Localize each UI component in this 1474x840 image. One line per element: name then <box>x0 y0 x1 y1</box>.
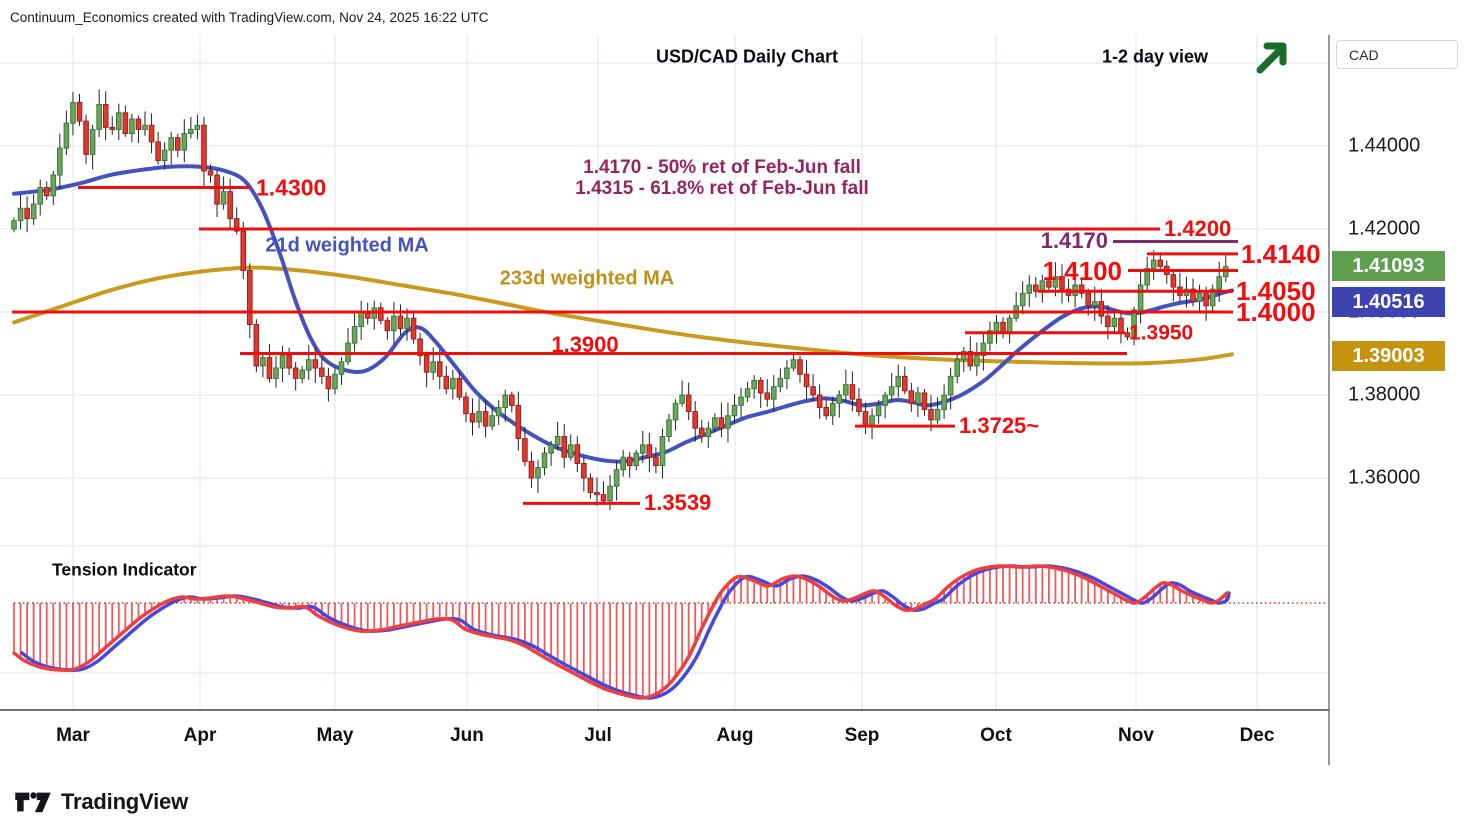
month-label-Sep: Sep <box>844 725 880 746</box>
price-tick-1.44000: 1.44000 <box>1348 134 1421 157</box>
level-label-1.3725~: 1.3725~ <box>959 413 1040 439</box>
month-label-Jun: Jun <box>450 725 484 746</box>
price-badge-ma233: 1.39003 <box>1332 341 1445 371</box>
chart-title: USD/CAD Daily Chart <box>655 46 839 67</box>
symbol-currency-box[interactable]: CAD <box>1336 40 1458 69</box>
price-badge-last: 1.41093 <box>1332 251 1445 281</box>
month-label-Aug: Aug <box>716 725 754 746</box>
level-label-1.4100: 1.4100 <box>1042 255 1122 286</box>
month-label-Nov: Nov <box>1118 725 1154 746</box>
level-label-1.4000: 1.4000 <box>1236 297 1316 327</box>
up-trend-arrow-icon <box>1252 38 1292 83</box>
currency-label: CAD <box>1349 46 1379 63</box>
month-label-Dec: Dec <box>1239 725 1275 746</box>
level-label-1.4050: 1.4050 <box>1236 276 1316 307</box>
level-label-1.4200: 1.4200 <box>1164 216 1232 241</box>
price-badge-ma21: 1.40516 <box>1332 287 1445 317</box>
ma233-label: 233d weighted MA <box>499 267 675 290</box>
price-tick-1.36000: 1.36000 <box>1348 466 1421 489</box>
month-label-Apr: Apr <box>183 725 217 746</box>
tension-indicator-title: Tension Indicator <box>52 559 197 580</box>
tradingview-logo-icon <box>15 792 51 813</box>
view-horizon-label: 1-2 day view <box>1101 46 1209 67</box>
month-label-Oct: Oct <box>980 725 1012 746</box>
credit-line: Continuum_Economics created with Trading… <box>10 10 489 25</box>
level-label-1.3900: 1.3900 <box>551 331 619 357</box>
fib-retracement-note-618: 1.4315 - 61.8% ret of Feb-Jun fall <box>575 178 869 199</box>
level-label-1.3539: 1.3539 <box>644 490 712 516</box>
level-label-1.4170: 1.4170 <box>1040 228 1108 254</box>
tradingview-logo[interactable]: TradingView <box>14 788 188 816</box>
month-label-May: May <box>316 725 354 746</box>
ma21-label: 21d weighted MA <box>265 234 429 257</box>
level-label-1.4140: 1.4140 <box>1241 238 1321 269</box>
price-tick-1.38000: 1.38000 <box>1348 383 1421 406</box>
month-label-Mar: Mar <box>56 725 90 746</box>
month-label-Jul: Jul <box>584 725 612 746</box>
price-tick-1.42000: 1.42000 <box>1348 217 1421 240</box>
level-label-1.4300: 1.4300 <box>256 174 327 200</box>
tradingview-logo-text: TradingView <box>61 789 188 814</box>
fib-retracement-note-50: 1.4170 - 50% ret of Feb-Jun fall <box>583 157 861 178</box>
level-label-1.3950: 1.3950 <box>1129 321 1194 345</box>
